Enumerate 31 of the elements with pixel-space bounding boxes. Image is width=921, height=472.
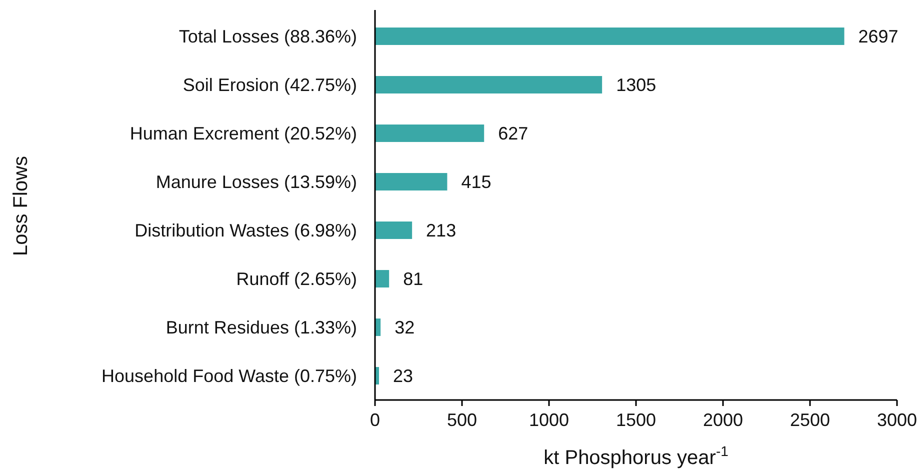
x-tick-label: 0 bbox=[370, 410, 380, 430]
y-tick-label: Household Food Waste (0.75%) bbox=[102, 366, 357, 386]
y-axis-title: Loss Flows bbox=[10, 156, 32, 256]
y-tick-label: Total Losses (88.36%) bbox=[178, 26, 357, 47]
x-tick-label: 2500 bbox=[790, 410, 830, 430]
bar bbox=[375, 270, 390, 288]
x-axis-title: kt Phosphorus year$^{-1}$ bbox=[544, 443, 729, 469]
x-tick-label: 1000 bbox=[528, 410, 570, 430]
x-tick-label: 3000 bbox=[876, 410, 918, 430]
bar bbox=[375, 76, 602, 94]
data-label: 32 bbox=[394, 318, 415, 338]
y-tick-label: Soil Erosion (42.75%) bbox=[182, 75, 357, 96]
y-tick-label: Distribution Wastes (6.98%) bbox=[134, 220, 357, 241]
data-label: 1305 bbox=[616, 75, 656, 96]
bar bbox=[375, 124, 484, 142]
x-tick-label: 1500 bbox=[616, 410, 656, 430]
data-label: 23 bbox=[393, 366, 414, 386]
data-label: 81 bbox=[403, 269, 424, 290]
data-label: 627 bbox=[498, 124, 528, 144]
x-tick-label: 500 bbox=[446, 410, 478, 430]
data-label: 2697 bbox=[858, 26, 898, 47]
bar bbox=[375, 28, 844, 45]
x-tick-label: 2000 bbox=[702, 410, 744, 430]
y-tick-label: Runoff (2.65%) bbox=[236, 269, 357, 290]
bar bbox=[375, 173, 448, 190]
y-tick-label: Manure Losses (13.59%) bbox=[156, 172, 357, 192]
bar bbox=[375, 222, 412, 239]
data-label: 213 bbox=[426, 220, 456, 241]
y-tick-label: Burnt Residues (1.33%) bbox=[166, 318, 357, 338]
data-label: 415 bbox=[461, 172, 492, 192]
y-tick-label: Human Excrement (20.52%) bbox=[130, 124, 357, 144]
